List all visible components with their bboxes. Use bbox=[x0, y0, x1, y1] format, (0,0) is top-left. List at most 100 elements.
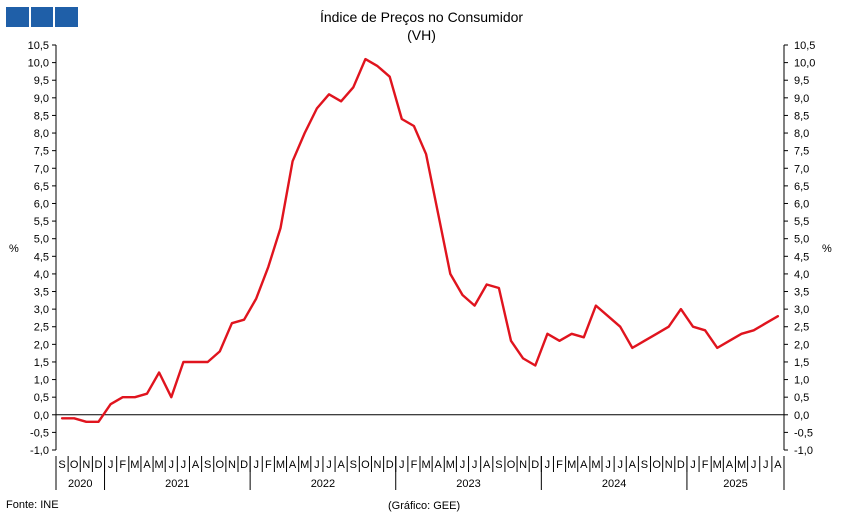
y-tick-label-left: 8,5 bbox=[34, 110, 49, 122]
x-month-label: O bbox=[70, 459, 79, 471]
x-month-label: S bbox=[495, 459, 502, 471]
x-month-label: M bbox=[713, 459, 722, 471]
y-tick-label-left: 0,5 bbox=[34, 392, 49, 404]
x-month-label: S bbox=[58, 459, 65, 471]
x-month-label: F bbox=[411, 459, 418, 471]
x-month-label: A bbox=[726, 459, 734, 471]
x-month-label: M bbox=[300, 459, 309, 471]
y-tick-label-left: 10,0 bbox=[28, 58, 49, 70]
y-tick-label-right: 5,0 bbox=[794, 234, 809, 246]
y-tick-label-right: 9,5 bbox=[794, 75, 809, 87]
y-tick-label-right: 4,5 bbox=[794, 251, 809, 263]
y-tick-label-left: 2,5 bbox=[34, 322, 49, 334]
x-month-label: N bbox=[665, 459, 673, 471]
y-tick-label-right: 1,0 bbox=[794, 375, 809, 387]
logo-square bbox=[55, 7, 79, 27]
y-tick-label-right: 2,0 bbox=[794, 339, 809, 351]
x-month-label: J bbox=[326, 459, 332, 471]
x-month-label: N bbox=[519, 459, 527, 471]
x-month-label: J bbox=[169, 459, 175, 471]
x-month-label: S bbox=[204, 459, 211, 471]
y-tick-label-right: 9,0 bbox=[794, 93, 809, 105]
x-month-label: F bbox=[119, 459, 126, 471]
source-note: Fonte: INE bbox=[6, 499, 59, 511]
x-month-label: J bbox=[690, 459, 696, 471]
x-month-label: S bbox=[641, 459, 648, 471]
x-month-label: J bbox=[617, 459, 623, 471]
x-month-label: M bbox=[130, 459, 139, 471]
y-tick-label-left: 5,0 bbox=[34, 234, 49, 246]
y-tick-label-right: -1,0 bbox=[794, 445, 813, 457]
x-month-label: S bbox=[350, 459, 357, 471]
y-tick-label-right: -0,5 bbox=[794, 427, 813, 439]
x-month-label: A bbox=[337, 459, 345, 471]
y-tick-label-right: 5,5 bbox=[794, 216, 809, 228]
y-tick-label-left: 6,5 bbox=[34, 181, 49, 193]
x-month-label: O bbox=[216, 459, 225, 471]
y-tick-label-right: 8,5 bbox=[794, 110, 809, 122]
x-month-label: A bbox=[143, 459, 151, 471]
x-month-label: M bbox=[276, 459, 285, 471]
x-month-label: O bbox=[507, 459, 516, 471]
x-month-label: D bbox=[94, 459, 102, 471]
chart-title: Índice de Preços no Consumidor bbox=[319, 9, 524, 25]
x-month-label: F bbox=[556, 459, 563, 471]
y-tick-label-left: 0,0 bbox=[34, 410, 49, 422]
logo-square bbox=[30, 7, 54, 27]
x-month-label: J bbox=[460, 459, 466, 471]
y-tick-label-right: 7,0 bbox=[794, 163, 809, 175]
y-tick-label-right: 6,0 bbox=[794, 198, 809, 210]
y-tick-label-left: 4,0 bbox=[34, 269, 49, 281]
x-month-label: J bbox=[314, 459, 320, 471]
y-tick-label-right: 2,5 bbox=[794, 322, 809, 334]
y-tick-label-left: -0,5 bbox=[30, 427, 49, 439]
y-tick-label-left: 4,5 bbox=[34, 251, 49, 263]
y-tick-label-right: 4,0 bbox=[794, 269, 809, 281]
series-line bbox=[60, 57, 780, 423]
y-tick-label-left: -1,0 bbox=[30, 445, 49, 457]
x-year-label: 2022 bbox=[311, 478, 335, 490]
y-tick-label-left: 7,0 bbox=[34, 163, 49, 175]
x-month-label: A bbox=[629, 459, 637, 471]
x-month-label: A bbox=[483, 459, 491, 471]
x-month-label: J bbox=[751, 459, 757, 471]
y-tick-label-left: 7,5 bbox=[34, 146, 49, 158]
x-month-label: D bbox=[386, 459, 394, 471]
x-year-label: 2025 bbox=[723, 478, 747, 490]
y-tick-label-left: 1,5 bbox=[34, 357, 49, 369]
x-month-label: D bbox=[531, 459, 539, 471]
chart-subtitle: (VH) bbox=[407, 27, 436, 43]
x-year-label: 2021 bbox=[165, 478, 189, 490]
y-axis-unit-left: % bbox=[9, 243, 19, 255]
y-tick-label-left: 6,0 bbox=[34, 198, 49, 210]
x-month-label: J bbox=[108, 459, 114, 471]
x-month-label: J bbox=[181, 459, 187, 471]
x-month-label: F bbox=[265, 459, 272, 471]
x-month-label: J bbox=[399, 459, 405, 471]
credit-note: (Gráfico: GEE) bbox=[388, 500, 461, 512]
y-tick-label-right: 0,5 bbox=[794, 392, 809, 404]
y-tick-label-left: 5,5 bbox=[34, 216, 49, 228]
y-tick-label-right: 6,5 bbox=[794, 181, 809, 193]
y-tick-label-left: 9,0 bbox=[34, 93, 49, 105]
x-month-label: A bbox=[435, 459, 443, 471]
ine-logo-icon bbox=[6, 7, 79, 27]
y-tick-label-left: 3,5 bbox=[34, 287, 49, 299]
y-tick-label-right: 10,5 bbox=[794, 40, 815, 52]
y-tick-label-right: 3,0 bbox=[794, 304, 809, 316]
x-month-label: M bbox=[737, 459, 746, 471]
x-month-label: D bbox=[677, 459, 685, 471]
y-tick-label-right: 8,0 bbox=[794, 128, 809, 140]
x-month-label: O bbox=[361, 459, 370, 471]
y-tick-label-left: 1,0 bbox=[34, 375, 49, 387]
x-year-label: 2024 bbox=[602, 478, 626, 490]
x-year-label: 2023 bbox=[456, 478, 480, 490]
x-month-label: J bbox=[605, 459, 611, 471]
x-month-label: A bbox=[289, 459, 297, 471]
x-month-label: A bbox=[192, 459, 200, 471]
y-tick-label-left: 3,0 bbox=[34, 304, 49, 316]
x-month-label: J bbox=[763, 459, 769, 471]
x-month-label: J bbox=[253, 459, 259, 471]
y-tick-label-left: 10,5 bbox=[28, 40, 49, 52]
x-month-label: J bbox=[545, 459, 551, 471]
